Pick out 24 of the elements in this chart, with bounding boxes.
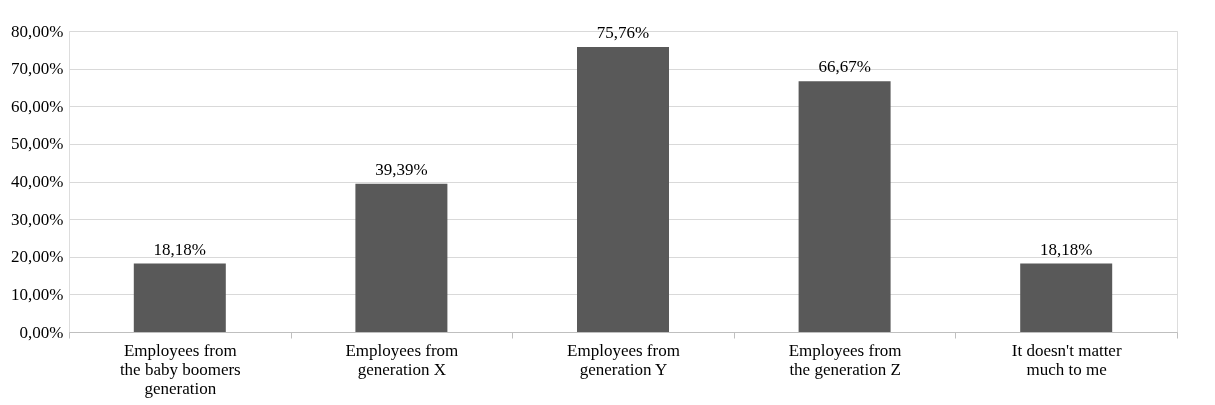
data-label: 39,39% — [375, 159, 428, 179]
y-tick-label: 60,00% — [11, 96, 64, 116]
y-tick-label: 70,00% — [11, 59, 64, 79]
y-tick-label: 80,00% — [11, 21, 64, 41]
x-tick-label: Employees from the generation Z — [788, 340, 902, 379]
data-label: 75,76% — [596, 22, 650, 42]
x-tick-label: Employees from generation X — [345, 340, 459, 379]
y-tick-label: 0,00% — [19, 322, 64, 342]
data-label: 18,18% — [1039, 239, 1093, 259]
x-tick-label: It doesn't matter much to me — [1011, 340, 1122, 379]
bar — [355, 183, 448, 332]
data-label: 18,18% — [153, 239, 207, 259]
data-label: 66,67% — [818, 57, 871, 77]
y-tick-label: 30,00% — [11, 209, 64, 229]
bar — [798, 81, 891, 332]
bar — [133, 263, 226, 332]
x-tick-label: Employees from generation Y — [567, 340, 680, 379]
bar — [577, 46, 669, 332]
x-tick-label: Employees from the baby boomers generation — [119, 340, 241, 398]
y-tick-label: 50,00% — [11, 134, 64, 154]
y-tick-label: 40,00% — [11, 172, 64, 191]
bar — [1020, 263, 1113, 332]
y-tick-label: 10,00% — [11, 284, 64, 304]
y-tick-label: 20,00% — [11, 247, 64, 267]
